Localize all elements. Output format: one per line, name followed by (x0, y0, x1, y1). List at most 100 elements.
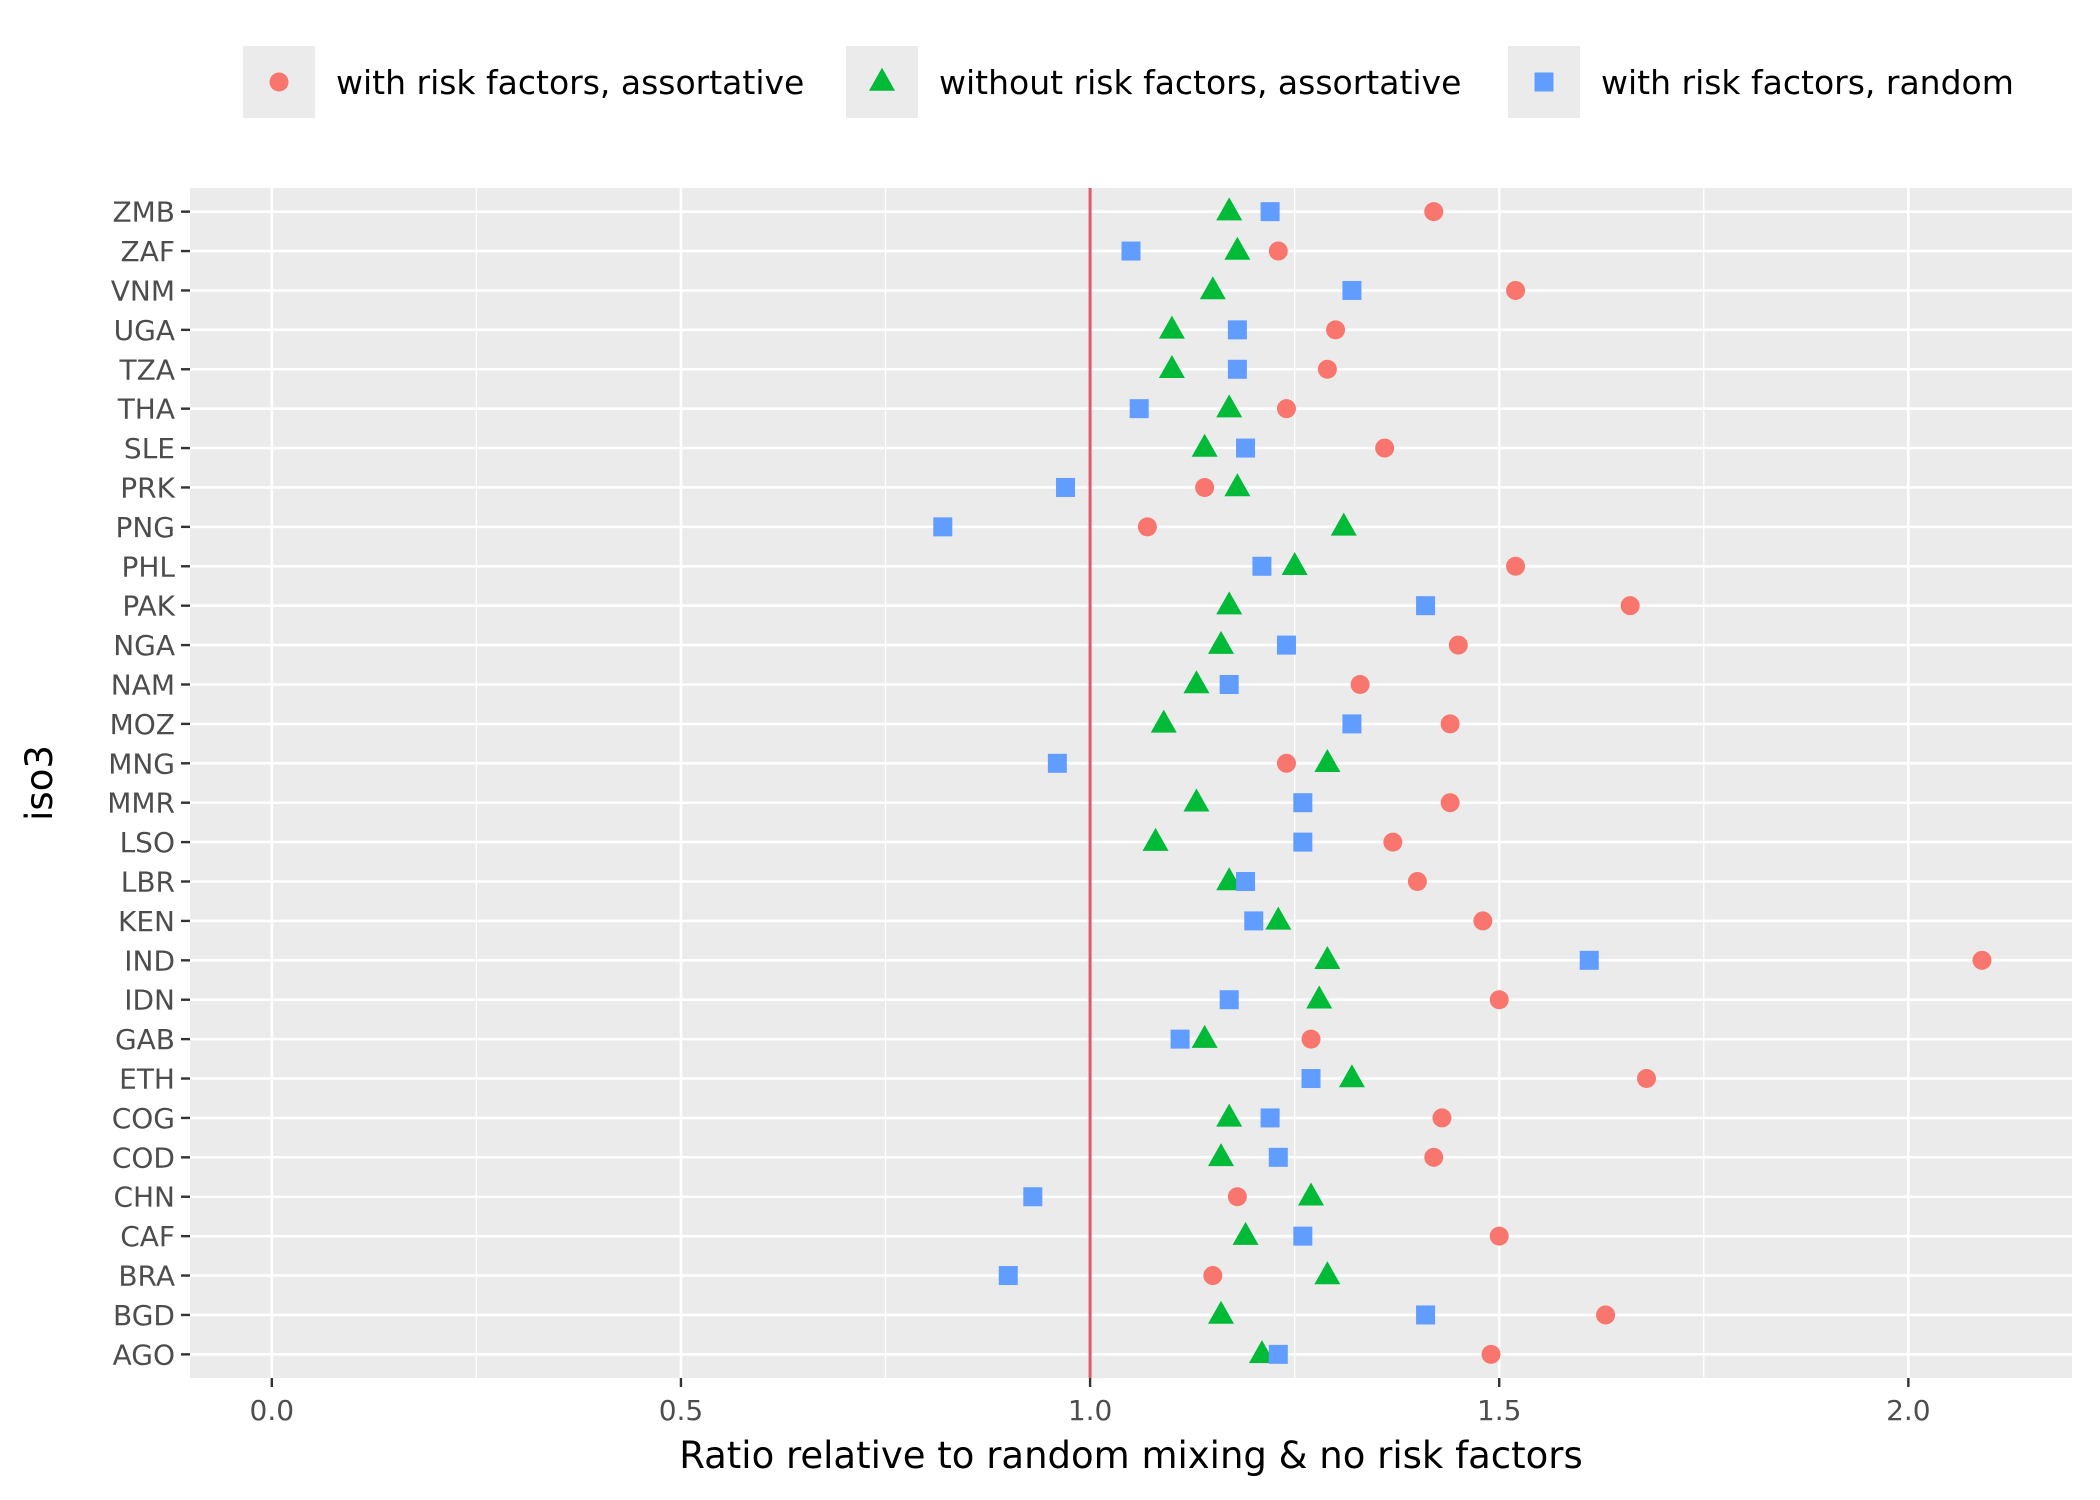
y-tick-label: CAF (120, 1220, 175, 1253)
data-point-ken (1244, 911, 1264, 931)
series-triangle (1142, 197, 1365, 1364)
y-tick-label: MOZ (110, 708, 175, 741)
legend-triangle-icon (869, 67, 895, 91)
data-point-ago (1248, 1340, 1275, 1364)
data-point-pak (1620, 596, 1640, 616)
y-tick-label: MMR (107, 787, 175, 820)
data-point-idn (1219, 990, 1239, 1010)
data-point-moz (1342, 714, 1362, 734)
data-point-pak (1216, 591, 1243, 615)
x-tick-label: 0.0 (250, 1394, 295, 1427)
y-tick-label: KEN (118, 905, 175, 938)
data-point-moz (1440, 714, 1460, 734)
legend-label: without risk factors, assortative (939, 63, 1461, 102)
data-point-cog (1260, 1108, 1280, 1128)
data-point-tha (1276, 399, 1296, 419)
data-point-chn (1298, 1182, 1325, 1206)
y-tick-label: MNG (108, 747, 175, 780)
data-point-png (1137, 517, 1157, 537)
data-point-ken (1265, 906, 1292, 930)
data-point-zmb (1216, 197, 1243, 221)
data-point-mmr (1440, 793, 1460, 813)
data-point-cog (1216, 1103, 1243, 1127)
data-point-uga (1326, 320, 1346, 340)
data-point-caf (1232, 1221, 1259, 1245)
y-tick-label: IND (124, 944, 175, 977)
data-points (933, 197, 1992, 1364)
data-point-nam (1183, 670, 1210, 694)
data-point-mng (1314, 749, 1341, 773)
data-point-vnm (1506, 280, 1526, 300)
data-point-ind (1314, 946, 1341, 970)
y-tick-label: CHN (113, 1181, 175, 1214)
y-tick-label: PAK (122, 590, 175, 623)
data-point-nam (1350, 674, 1370, 694)
legend-item: with risk factors, random (1508, 46, 2014, 118)
data-point-chn (1227, 1187, 1247, 1207)
data-point-lso (1293, 832, 1313, 852)
data-point-png (933, 517, 953, 537)
data-point-idn (1489, 990, 1509, 1010)
y-tick-label: PHL (121, 550, 175, 583)
data-point-nga (1448, 635, 1468, 655)
legend-square-icon (1534, 72, 1554, 92)
data-point-vnm (1199, 276, 1226, 300)
data-point-lbr (1216, 867, 1243, 891)
data-point-png (1330, 512, 1357, 536)
data-point-prk (1224, 473, 1251, 497)
data-point-ken (1473, 911, 1493, 931)
x-tick-label: 2.0 (1886, 1394, 1931, 1427)
data-point-sle (1191, 433, 1218, 457)
y-tick-label: ZMB (112, 196, 175, 229)
data-point-lso (1383, 832, 1403, 852)
y-tick-label: PRK (120, 471, 175, 504)
legend-label: with risk factors, assortative (336, 63, 804, 102)
data-point-sle (1375, 438, 1395, 458)
x-tick-label: 1.5 (1477, 1394, 1522, 1427)
data-point-idn (1306, 985, 1333, 1009)
data-point-prk (1195, 477, 1215, 497)
data-point-phl (1506, 556, 1526, 576)
data-point-mmr (1183, 788, 1210, 812)
plot-panel (190, 188, 2072, 1378)
data-point-sle (1236, 438, 1256, 458)
data-point-ago (1268, 1344, 1288, 1364)
data-point-eth (1338, 1064, 1365, 1088)
data-point-uga (1227, 320, 1247, 340)
x-tick-label: 1.0 (1068, 1394, 1113, 1427)
data-point-ind (1579, 950, 1599, 970)
data-point-tha (1129, 399, 1149, 419)
data-point-cod (1208, 1143, 1235, 1167)
data-point-moz (1150, 709, 1177, 733)
x-tick-label: 0.5 (659, 1394, 704, 1427)
y-tick-label: LSO (120, 826, 175, 859)
data-point-phl (1281, 552, 1308, 576)
data-point-cod (1268, 1147, 1288, 1167)
data-point-pak (1416, 596, 1436, 616)
data-point-vnm (1342, 280, 1362, 300)
data-point-lso (1142, 827, 1169, 851)
data-point-zmb (1260, 202, 1280, 222)
data-point-mmr (1293, 793, 1313, 813)
y-tick-label: ZAF (121, 235, 175, 268)
x-axis: 0.0 0.5 1.0 1.5 2.0 (250, 1378, 1931, 1427)
legend-circle-icon (269, 72, 289, 92)
y-tick-label: AGO (113, 1338, 175, 1371)
data-point-mng (1047, 753, 1067, 773)
y-tick-label: TZA (119, 353, 175, 386)
y-tick-label: IDN (124, 984, 175, 1017)
data-point-tza (1317, 359, 1337, 379)
data-point-cod (1424, 1147, 1444, 1167)
y-tick-label: LBR (121, 866, 175, 899)
data-point-zaf (1224, 236, 1251, 260)
data-point-caf (1489, 1226, 1509, 1246)
y-tick-label: NAM (111, 668, 175, 701)
y-tick-label: VNM (111, 274, 175, 307)
data-point-bra (1314, 1261, 1341, 1285)
data-point-bgd (1208, 1300, 1235, 1324)
data-point-gab (1191, 1024, 1218, 1048)
data-point-tza (1227, 359, 1247, 379)
x-axis-title: Ratio relative to random mixing & no ris… (679, 1434, 1583, 1477)
data-point-bra (998, 1266, 1018, 1286)
